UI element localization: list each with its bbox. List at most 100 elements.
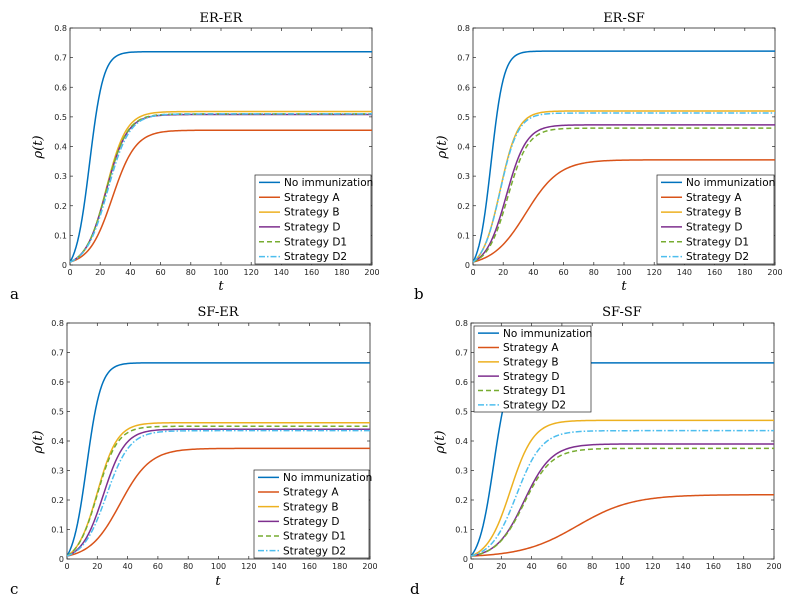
panel-er-sf: ER-SF b t ρ(t) 0 20 40 60 80 100 120 140 160 180 2… [414,11,783,303]
x-tick-label: 200 [766,562,781,571]
y-tick-label: 0.8 [457,24,470,33]
x-tick-label: 100 [615,562,630,571]
x-axis-label: t [619,574,625,589]
x-tick-label: 80 [589,268,599,277]
y-tick-label: 0.7 [54,54,67,63]
series-line-strategy-d1 [471,447,774,557]
legend-box [254,174,372,265]
legend-label: No immunization [284,177,373,189]
x-tick-label: 40 [528,268,538,277]
x-tick-label: 180 [736,562,751,571]
legend-label: Strategy A [503,342,559,354]
legend-label: Strategy D2 [284,251,347,263]
y-tick-label: 0 [463,555,468,564]
x-axis-label: t [215,574,221,589]
legend-label: Strategy D [503,371,559,383]
x-tick-label: 120 [241,562,256,571]
x-tick-label: 120 [647,268,662,277]
y-tick-label: 0.1 [455,526,468,535]
series-line-no-immunization [473,50,775,263]
panel-sf-er: SF-ER c t ρ(t) 0 20 40 60 80 100 120 140 160 180 2… [10,305,378,598]
series-line-strategy-a [473,159,775,263]
x-tick-label: 160 [707,268,722,277]
panel-title: ER-SF [603,11,645,26]
legend-label: Strategy D [686,222,742,234]
legend-label: Strategy D2 [686,251,749,263]
y-tick-label: 0.2 [51,496,64,505]
series-line-strategy-a [70,129,372,263]
legend-label: Strategy D1 [283,531,346,543]
y-tick-label: 0.7 [457,54,470,63]
y-tick-label: 0.7 [455,349,468,358]
legend: No immunization Strategy A Strategy B Strat… [656,174,775,265]
y-tick-label: 0.5 [54,113,67,122]
x-tick-label: 80 [183,562,193,571]
panel-er-er: ER-ER a t ρ(t) 0 20 40 60 80 100 120 140 160 180 2… [10,11,380,303]
x-tick-label: 160 [302,562,317,571]
series-line-no-immunization [70,50,372,263]
x-tick-label: 140 [675,562,690,571]
plot-area: 0 20 40 60 80 100 120 140 160 180 200 0 0.1 0.2 0.3 0.4… [54,24,379,277]
series-line-strategy-d [473,124,775,263]
x-tick-label: 80 [186,268,196,277]
y-tick-label: 0.3 [51,467,64,476]
panel-title: SF-ER [197,305,239,320]
x-tick-label: 160 [706,562,721,571]
y-axis-label: ρ(t) [433,430,448,454]
x-tick-label: 120 [244,268,259,277]
legend-label: Strategy D1 [503,385,566,397]
x-tick-label: 200 [362,562,377,571]
panel-title: ER-ER [200,11,244,26]
y-tick-label: 0.3 [54,172,67,181]
y-tick-label: 0 [465,261,470,270]
legend-label: Strategy B [284,207,340,219]
x-tick-label: 80 [587,562,597,571]
y-tick-label: 0.6 [457,83,470,92]
series-line-no-immunization [67,362,370,557]
y-tick-label: 0.1 [457,231,470,240]
panel-letter: a [10,285,19,303]
x-tick-label: 140 [274,268,289,277]
x-tick-label: 40 [527,562,537,571]
y-tick-label: 0.8 [51,319,64,328]
series-line-strategy-d2 [70,113,372,263]
legend-box [253,469,370,559]
y-tick-label: 0 [59,555,64,564]
series-line-strategy-a [471,493,774,557]
panel-letter: b [414,285,424,303]
x-tick-label: 120 [645,562,660,571]
x-axis-label: t [621,279,627,294]
legend: No immunization Strategy A Strategy B Strat… [253,469,372,559]
legend: No immunization Strategy A Strategy B Strat… [473,325,592,413]
panel-title: SF-SF [602,305,642,320]
series-line-strategy-b [67,421,370,557]
y-tick-label: 0.8 [54,24,67,33]
y-tick-label: 0.5 [51,408,64,417]
x-tick-label: 20 [92,562,102,571]
series-line-strategy-a [67,447,370,557]
y-tick-label: 0.6 [455,378,468,387]
legend-label: Strategy D [283,516,339,528]
legend-label: Strategy D [284,222,340,234]
series-line-strategy-d [67,428,370,557]
y-axis-label: ρ(t) [435,135,450,159]
x-tick-label: 0 [64,562,69,571]
legend-box [656,174,775,265]
y-tick-label: 0.4 [54,143,67,152]
series-line-strategy-b [70,110,372,263]
legend-label: Strategy D2 [503,399,566,411]
x-tick-label: 40 [123,562,133,571]
series-line-strategy-d1 [67,425,370,557]
legend-label: Strategy B [283,501,339,513]
y-tick-label: 0.6 [51,378,64,387]
series-line-strategy-b [471,419,774,557]
y-tick-label: 0.4 [457,143,470,152]
legend-label: No immunization [283,472,372,484]
x-tick-label: 20 [498,268,508,277]
x-tick-label: 100 [213,268,228,277]
y-axis-label: ρ(t) [31,135,46,159]
y-tick-label: 0.3 [457,172,470,181]
legend-label: Strategy A [283,487,339,499]
y-tick-label: 0.3 [455,467,468,476]
series-line-strategy-d [471,443,774,557]
